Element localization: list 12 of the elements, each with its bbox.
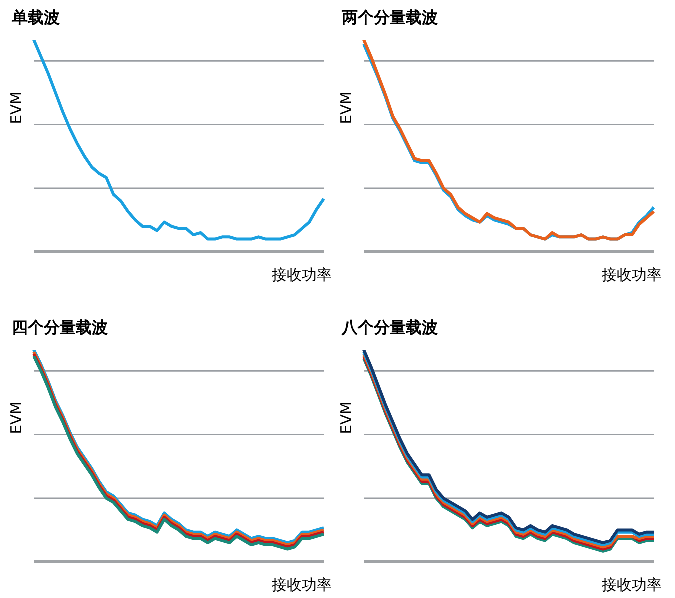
y-axis-title: EVM [337,92,355,124]
y-axis-title: EVM [7,402,25,434]
y-axis-title: EVM [337,402,355,434]
x-axis-title: 接收功率 [272,266,332,285]
x-axis-title: 接收功率 [602,266,662,285]
chart-title: 八个分量载波 [340,318,439,339]
chart-title: 单载波 [11,8,61,29]
chart-title: 四个分量载波 [11,318,109,339]
y-axis-title: EVM [7,92,25,124]
chart-title: 两个分量载波 [341,8,439,29]
x-axis-title: 接收功率 [602,576,662,595]
x-axis-title: 接收功率 [272,576,332,595]
